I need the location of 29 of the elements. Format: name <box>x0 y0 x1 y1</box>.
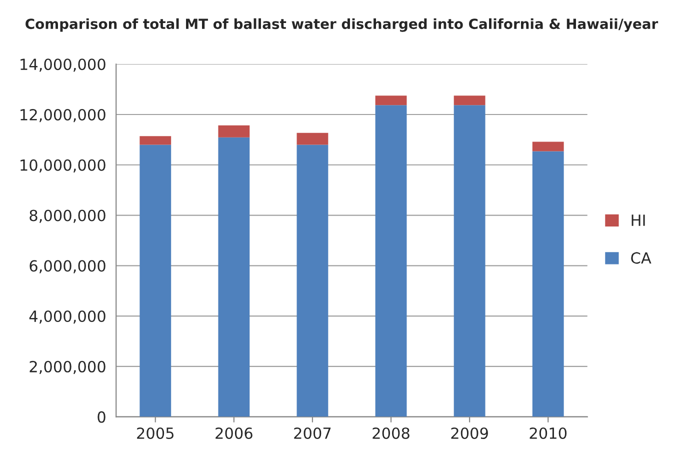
bar <box>532 142 564 152</box>
bar <box>218 125 250 138</box>
y-tick-label: 2,000,000 <box>30 360 106 374</box>
x-tick-label: 2008 <box>372 427 410 440</box>
bar <box>140 144 172 417</box>
bar <box>296 144 328 417</box>
x-tick-label: 2006 <box>216 427 252 440</box>
x-tick-label: 2009 <box>451 427 488 440</box>
bar <box>375 96 407 106</box>
y-tick-label: 4,000,000 <box>29 310 106 324</box>
y-tick-label: 14,000,000 <box>20 58 106 72</box>
legend-label: HI <box>632 214 645 226</box>
bar <box>454 105 486 417</box>
bar <box>140 136 172 145</box>
chart-title: Comparison of total MT of ballast water discharged into California & Hawaii/year <box>26 18 658 32</box>
bar <box>218 137 250 417</box>
bar <box>296 132 328 145</box>
y-tick-label: 12,000,000 <box>20 108 106 122</box>
x-tick-label: 2010 <box>530 427 567 440</box>
bar <box>532 151 564 417</box>
bar <box>375 105 407 417</box>
legend-label: CA <box>631 252 652 264</box>
x-tick-label: 2007 <box>294 427 331 440</box>
bar <box>454 96 486 106</box>
y-tick-label: 8,000,000 <box>30 210 106 223</box>
y-tick-label: 6,000,000 <box>30 260 106 274</box>
x-tick-label: 2005 <box>137 427 174 440</box>
y-tick-label: 0 <box>98 411 106 423</box>
y-tick-label: 10,000,000 <box>20 159 106 172</box>
